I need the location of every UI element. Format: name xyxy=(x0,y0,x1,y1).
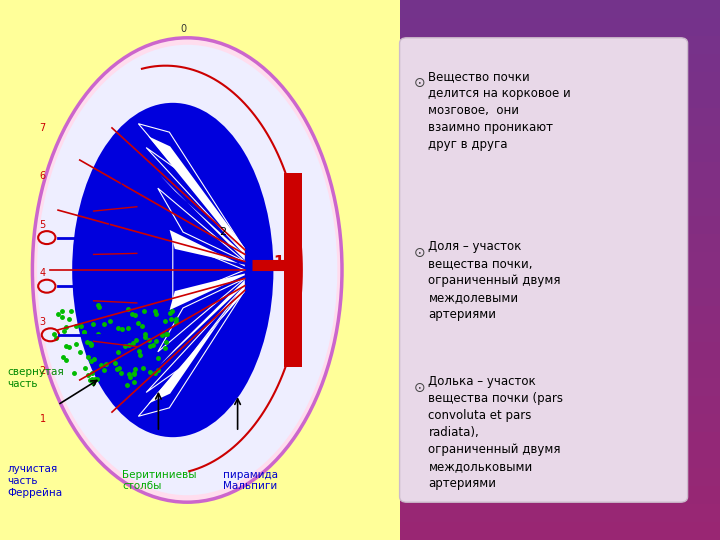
Text: 4: 4 xyxy=(111,330,117,340)
Text: 2: 2 xyxy=(220,227,227,237)
Bar xyxy=(400,54,720,72)
Bar xyxy=(400,468,720,486)
Text: 7: 7 xyxy=(40,123,46,133)
Text: Вещество почки
делится на корковое и
мозговое,  они
взаимно проникают
друг в дру: Вещество почки делится на корковое и моз… xyxy=(428,70,571,151)
Bar xyxy=(400,378,720,396)
Bar xyxy=(400,450,720,468)
Text: 1: 1 xyxy=(117,178,124,188)
Bar xyxy=(400,162,720,180)
Text: свернутая
часть: свернутая часть xyxy=(7,367,64,389)
Bar xyxy=(284,173,302,367)
Bar xyxy=(400,180,720,198)
Text: ⊙: ⊙ xyxy=(414,381,426,395)
Polygon shape xyxy=(160,176,245,260)
Bar xyxy=(400,0,720,18)
Bar xyxy=(400,414,720,432)
Polygon shape xyxy=(138,124,245,249)
Bar xyxy=(400,504,720,522)
Polygon shape xyxy=(138,291,245,416)
Ellipse shape xyxy=(37,45,338,495)
Bar xyxy=(400,126,720,144)
Text: 6: 6 xyxy=(40,171,46,181)
Polygon shape xyxy=(148,136,245,255)
Bar xyxy=(400,360,720,378)
Polygon shape xyxy=(158,188,245,261)
Bar xyxy=(400,342,720,360)
Text: пирамида
Мальпиги: пирамида Мальпиги xyxy=(223,470,278,491)
Text: 0: 0 xyxy=(181,24,186,35)
Bar xyxy=(400,144,720,162)
Text: Долька – участок
вещества почки (pars
convoluta et pars
radiata),
ограниченный д: Долька – участок вещества почки (pars co… xyxy=(428,375,563,490)
Bar xyxy=(400,36,720,54)
Bar xyxy=(400,90,720,108)
Ellipse shape xyxy=(72,103,274,437)
Polygon shape xyxy=(146,147,245,254)
Bar xyxy=(400,0,720,540)
Bar xyxy=(400,522,720,540)
Text: ⊙: ⊙ xyxy=(414,76,426,90)
Text: Беритиниевы
столбы: Беритиниевы столбы xyxy=(122,470,197,491)
Bar xyxy=(400,72,720,90)
Bar xyxy=(400,198,720,216)
Bar xyxy=(0,0,403,540)
Bar xyxy=(400,216,720,234)
Bar xyxy=(400,252,720,270)
Text: 4: 4 xyxy=(40,268,46,279)
Polygon shape xyxy=(148,285,245,404)
Text: ⊙: ⊙ xyxy=(414,246,426,260)
Ellipse shape xyxy=(32,38,342,502)
Text: 3: 3 xyxy=(102,282,108,293)
FancyBboxPatch shape xyxy=(400,38,688,502)
Polygon shape xyxy=(173,240,245,300)
Bar xyxy=(400,432,720,450)
Bar xyxy=(400,108,720,126)
Text: 5: 5 xyxy=(40,220,46,230)
Text: 5: 5 xyxy=(125,359,132,369)
Bar xyxy=(400,486,720,504)
Bar xyxy=(400,270,720,288)
Text: лучистая
часть
Феррейна: лучистая часть Феррейна xyxy=(7,464,63,497)
Bar xyxy=(400,288,720,306)
Text: Доля – участок
вещества почки,
ограниченный двумя
междолевыми
артериями: Доля – участок вещества почки, ограничен… xyxy=(428,240,561,321)
Bar xyxy=(400,234,720,252)
Text: 1: 1 xyxy=(40,414,46,424)
Bar xyxy=(400,396,720,414)
Polygon shape xyxy=(170,273,245,310)
Bar xyxy=(400,18,720,36)
Text: 2: 2 xyxy=(40,366,46,376)
Text: 1: 1 xyxy=(274,255,284,271)
Polygon shape xyxy=(158,279,245,352)
Polygon shape xyxy=(170,230,245,267)
Polygon shape xyxy=(160,280,245,365)
Polygon shape xyxy=(146,286,245,393)
Text: 2: 2 xyxy=(104,221,111,231)
Text: 3: 3 xyxy=(40,317,46,327)
Bar xyxy=(400,324,720,342)
Bar xyxy=(400,306,720,324)
